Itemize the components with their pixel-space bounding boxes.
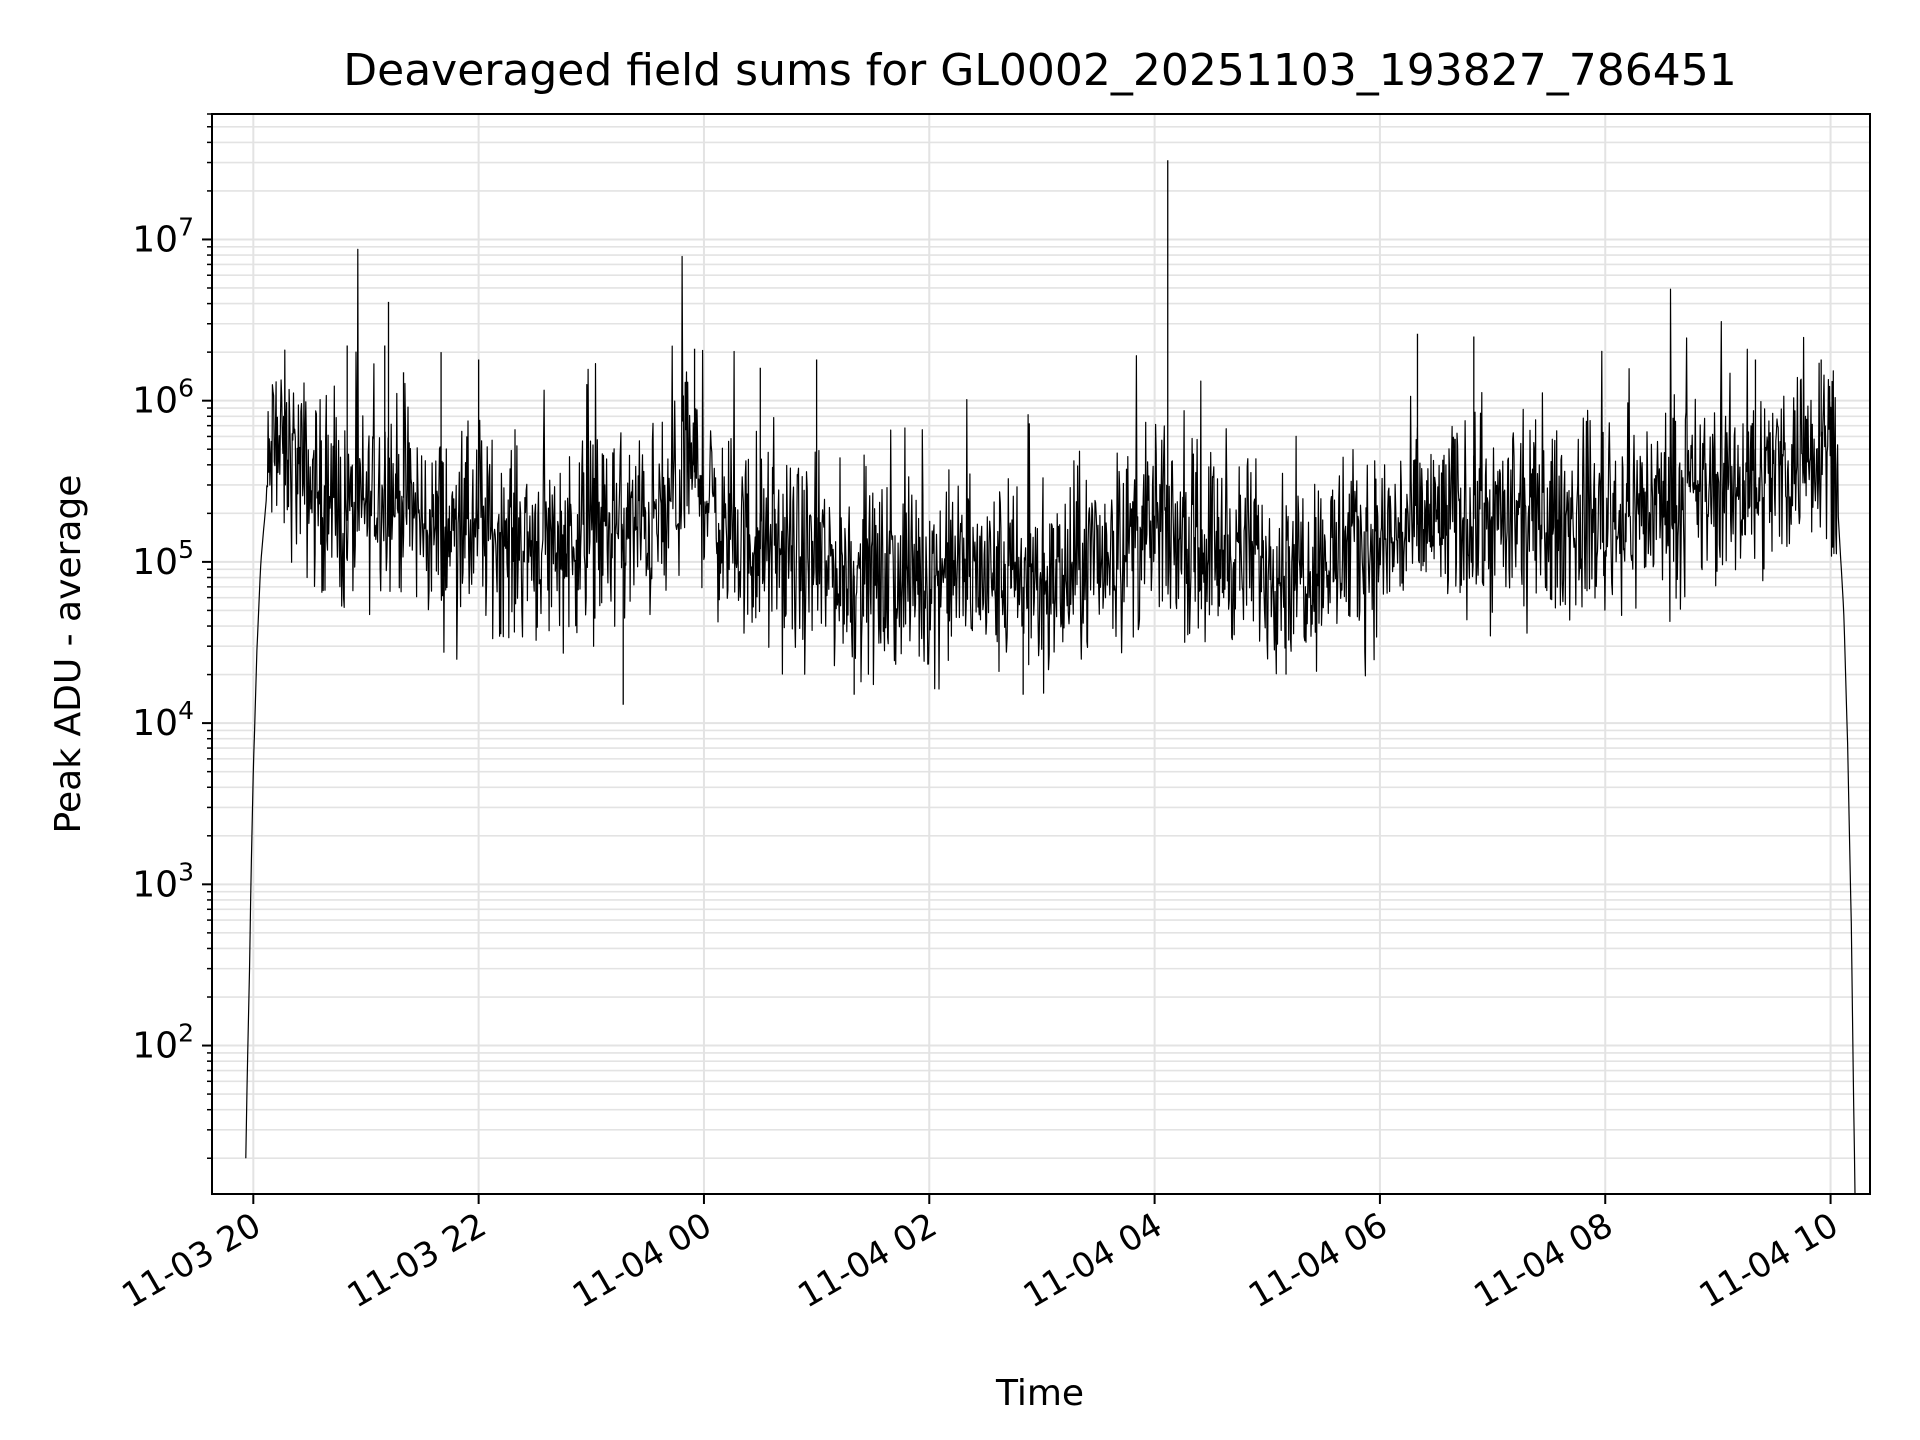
y-tick-label: 103 xyxy=(132,857,194,905)
x-axis-label: Time xyxy=(995,1373,1084,1414)
plot-frame xyxy=(211,113,1871,1195)
y-tick-label: 107 xyxy=(132,212,194,260)
series xyxy=(245,160,1856,1195)
y-tick-label: 105 xyxy=(132,535,194,583)
chart-title: Deaveraged field sums for GL0002_2025110… xyxy=(343,45,1736,96)
y-tick-label: 104 xyxy=(132,696,194,744)
y-tick-label: 102 xyxy=(132,1019,194,1067)
series-line xyxy=(245,248,1856,1195)
y-tick-label: 106 xyxy=(132,374,194,422)
y-axis-label: Peak ADU - average xyxy=(48,475,89,834)
y-axis: 102 103 104 105 106 107 xyxy=(132,113,212,1159)
